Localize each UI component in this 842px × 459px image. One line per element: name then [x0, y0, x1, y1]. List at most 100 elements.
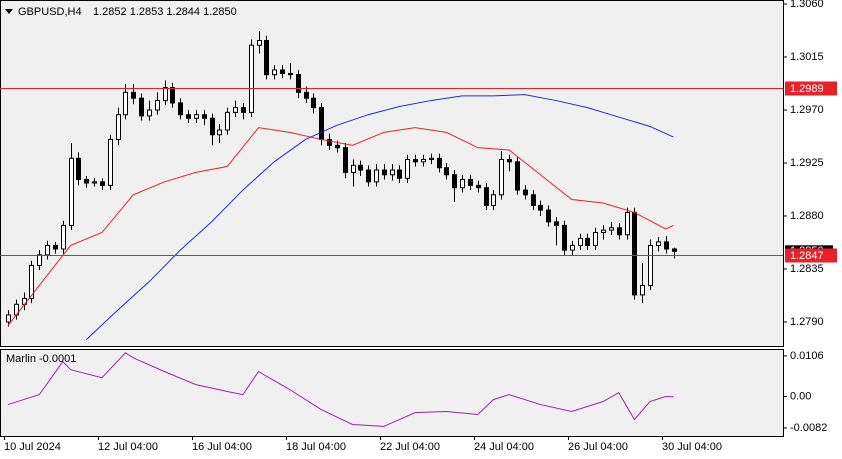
- candle-body: [139, 97, 144, 117]
- candle-body: [366, 169, 371, 183]
- x-tick-label: 26 Jul 04:00: [568, 441, 628, 453]
- axes: 1.3060 1.3015 1.2970 1.2925 1.2880 1.2835 1.27…: [4, 0, 837, 453]
- candle-body: [116, 114, 121, 140]
- indicator-panel: [0, 349, 784, 437]
- candle-body: [233, 107, 238, 113]
- indicator-plot: [7, 352, 674, 427]
- ohlc: 1.2852 1.2853 1.2844 1.2850: [93, 6, 237, 18]
- x-tick-label: 24 Jul 04:00: [474, 441, 534, 453]
- candle-body: [225, 111, 230, 131]
- candle-body: [92, 181, 97, 184]
- candle-body: [640, 284, 645, 296]
- candle-body: [319, 107, 324, 140]
- candle-body: [452, 174, 457, 189]
- candle-body: [523, 189, 528, 196]
- y-tick-label: 0.00: [790, 390, 811, 402]
- candle-body: [405, 158, 410, 179]
- candle-body: [397, 169, 402, 179]
- y-tick-label: 1.3060: [790, 0, 824, 10]
- candle-body: [335, 144, 340, 149]
- menu-triangle[interactable]: [5, 9, 13, 14]
- candle-body: [429, 157, 434, 160]
- indicator-label: Marlin -0.0001: [6, 353, 76, 365]
- candle-body: [491, 194, 496, 206]
- candle-body: [625, 211, 630, 236]
- candle-body: [672, 248, 677, 252]
- level-label: 1.2989: [790, 83, 824, 95]
- candle-body: [327, 138, 332, 146]
- y-tick-label: 0.0106: [790, 350, 824, 362]
- candle-body: [264, 40, 269, 76]
- candle-body: [437, 157, 442, 169]
- candle-body: [123, 91, 128, 116]
- candle-body: [6, 314, 11, 323]
- main-plot: [0, 31, 783, 341]
- candle-body: [272, 69, 277, 76]
- candle-body: [61, 224, 66, 250]
- level-label-box: [785, 81, 837, 96]
- candle-body: [108, 138, 113, 186]
- candle-body: [648, 244, 653, 286]
- candle-body: [343, 147, 348, 173]
- level-label: 1.2847: [790, 250, 824, 262]
- candle-body: [163, 87, 168, 102]
- x-tick-label: 30 Jul 04:00: [662, 441, 722, 453]
- indicator-line: [85, 94, 674, 341]
- candle-body: [53, 244, 58, 250]
- y-tick-label: 1.3015: [790, 51, 824, 63]
- candle-body: [593, 231, 598, 246]
- candle-body: [257, 40, 262, 46]
- indicator-line: [7, 127, 674, 326]
- candle-body: [69, 157, 74, 226]
- candle-body: [484, 187, 489, 206]
- candle-body: [288, 72, 293, 76]
- candle-body: [476, 184, 481, 189]
- candle-body: [186, 114, 191, 119]
- candle-body: [202, 114, 207, 119]
- candle-body: [390, 169, 395, 176]
- y-tick-label: -0.0082: [790, 422, 827, 434]
- candle-body: [413, 158, 418, 163]
- candle-body: [617, 227, 622, 236]
- candle-body: [358, 164, 363, 171]
- candle-body: [421, 158, 426, 163]
- candle-body: [554, 221, 559, 226]
- candle-body: [22, 297, 27, 305]
- y-tick-label: 1.2790: [790, 316, 824, 328]
- x-tick-label: 12 Jul 04:00: [98, 441, 158, 453]
- candle-body: [656, 241, 661, 246]
- candle-body: [296, 74, 301, 93]
- level-label-box: [785, 248, 837, 263]
- candle-body: [37, 254, 42, 266]
- candle-body: [194, 114, 199, 119]
- x-tick-label: 18 Jul 04:00: [286, 441, 346, 453]
- candle-body: [382, 169, 387, 176]
- candle-body: [155, 100, 160, 111]
- candle-body: [507, 158, 512, 163]
- candle-body: [84, 178, 89, 184]
- candle-body: [45, 244, 50, 256]
- candle-body: [531, 194, 536, 206]
- candle-body: [351, 164, 356, 173]
- candle-body: [609, 227, 614, 231]
- y-tick-label: 1.2925: [790, 157, 824, 169]
- candle-body: [76, 157, 81, 180]
- candle-body: [241, 107, 246, 113]
- x-tick-label: 10 Jul 2024: [4, 441, 61, 453]
- candle-body: [570, 244, 575, 251]
- candle-body: [100, 181, 105, 186]
- candle-body: [304, 91, 309, 99]
- candle-body: [374, 169, 379, 183]
- candle-body: [210, 117, 215, 136]
- candle-body: [499, 158, 504, 196]
- candle-body: [29, 264, 34, 299]
- candle-body: [170, 87, 175, 104]
- candle-body: [515, 161, 520, 191]
- symbol: GBPUSD,H4: [18, 6, 82, 18]
- y-tick-label: 1.2880: [790, 210, 824, 222]
- candle-body: [280, 69, 285, 74]
- candle-body: [468, 178, 473, 186]
- indicator-line: [7, 352, 674, 427]
- x-tick-label: 22 Jul 04:00: [380, 441, 440, 453]
